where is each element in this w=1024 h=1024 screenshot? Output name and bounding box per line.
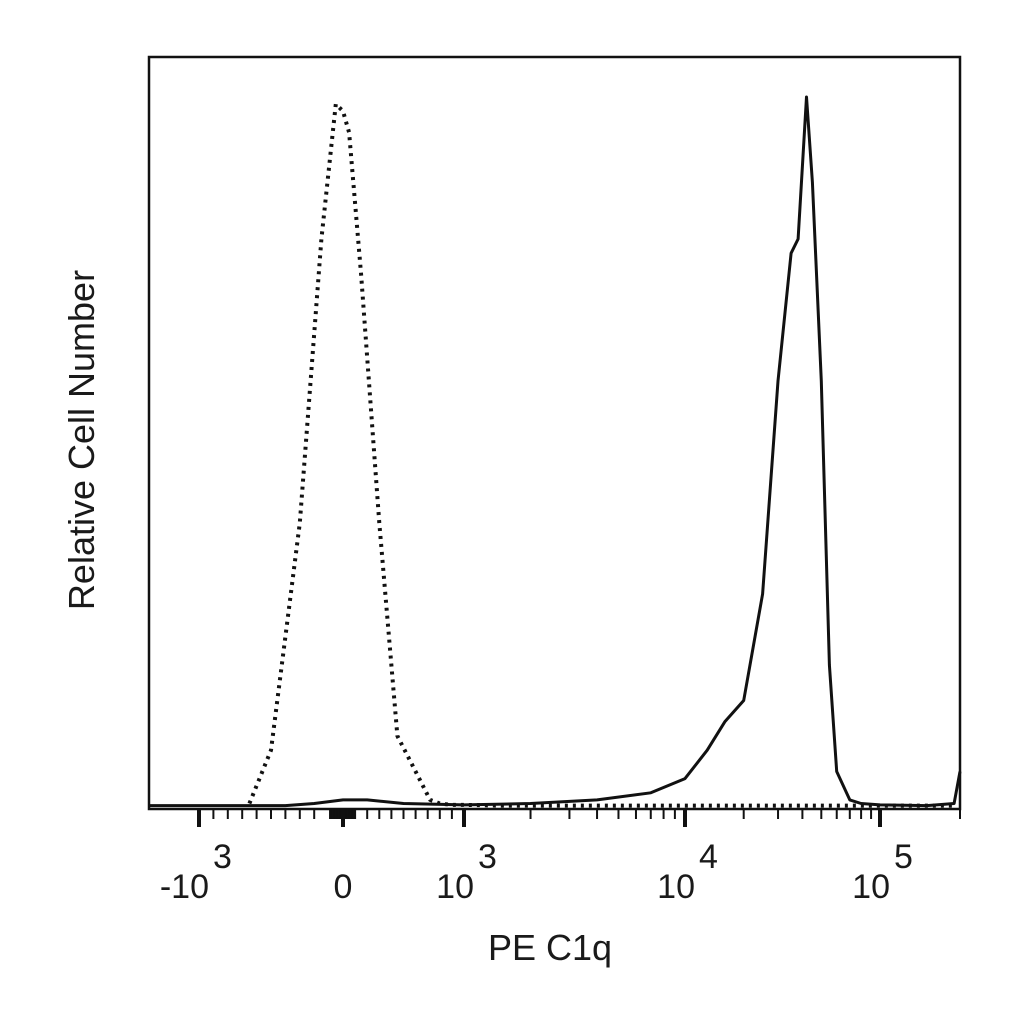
x-tick-label: -103 (160, 838, 232, 906)
svg-text:10: 10 (852, 868, 890, 906)
x-major-ticks (197, 809, 882, 827)
y-axis-label: Relative Cell Number (61, 270, 102, 610)
series-line-solid (149, 95, 962, 808)
plot-frame (147, 55, 962, 811)
x-tick-label: 104 (657, 838, 718, 906)
svg-text:10: 10 (436, 868, 474, 906)
svg-text:4: 4 (699, 838, 718, 876)
svg-text:3: 3 (213, 838, 232, 876)
x-tick-label: 0 (334, 868, 353, 906)
x-tick-label: 103 (436, 838, 497, 906)
series-layer (149, 95, 962, 808)
x-tick-label: 105 (852, 838, 913, 906)
x-axis-label: PE C1q (488, 927, 612, 968)
svg-text:0: 0 (334, 868, 353, 906)
svg-text:3: 3 (478, 838, 497, 876)
series-line-dotted (247, 102, 955, 808)
svg-text:-10: -10 (160, 868, 209, 906)
x-minor-ticks (212, 809, 961, 819)
svg-text:5: 5 (894, 838, 913, 876)
svg-text:10: 10 (657, 868, 695, 906)
